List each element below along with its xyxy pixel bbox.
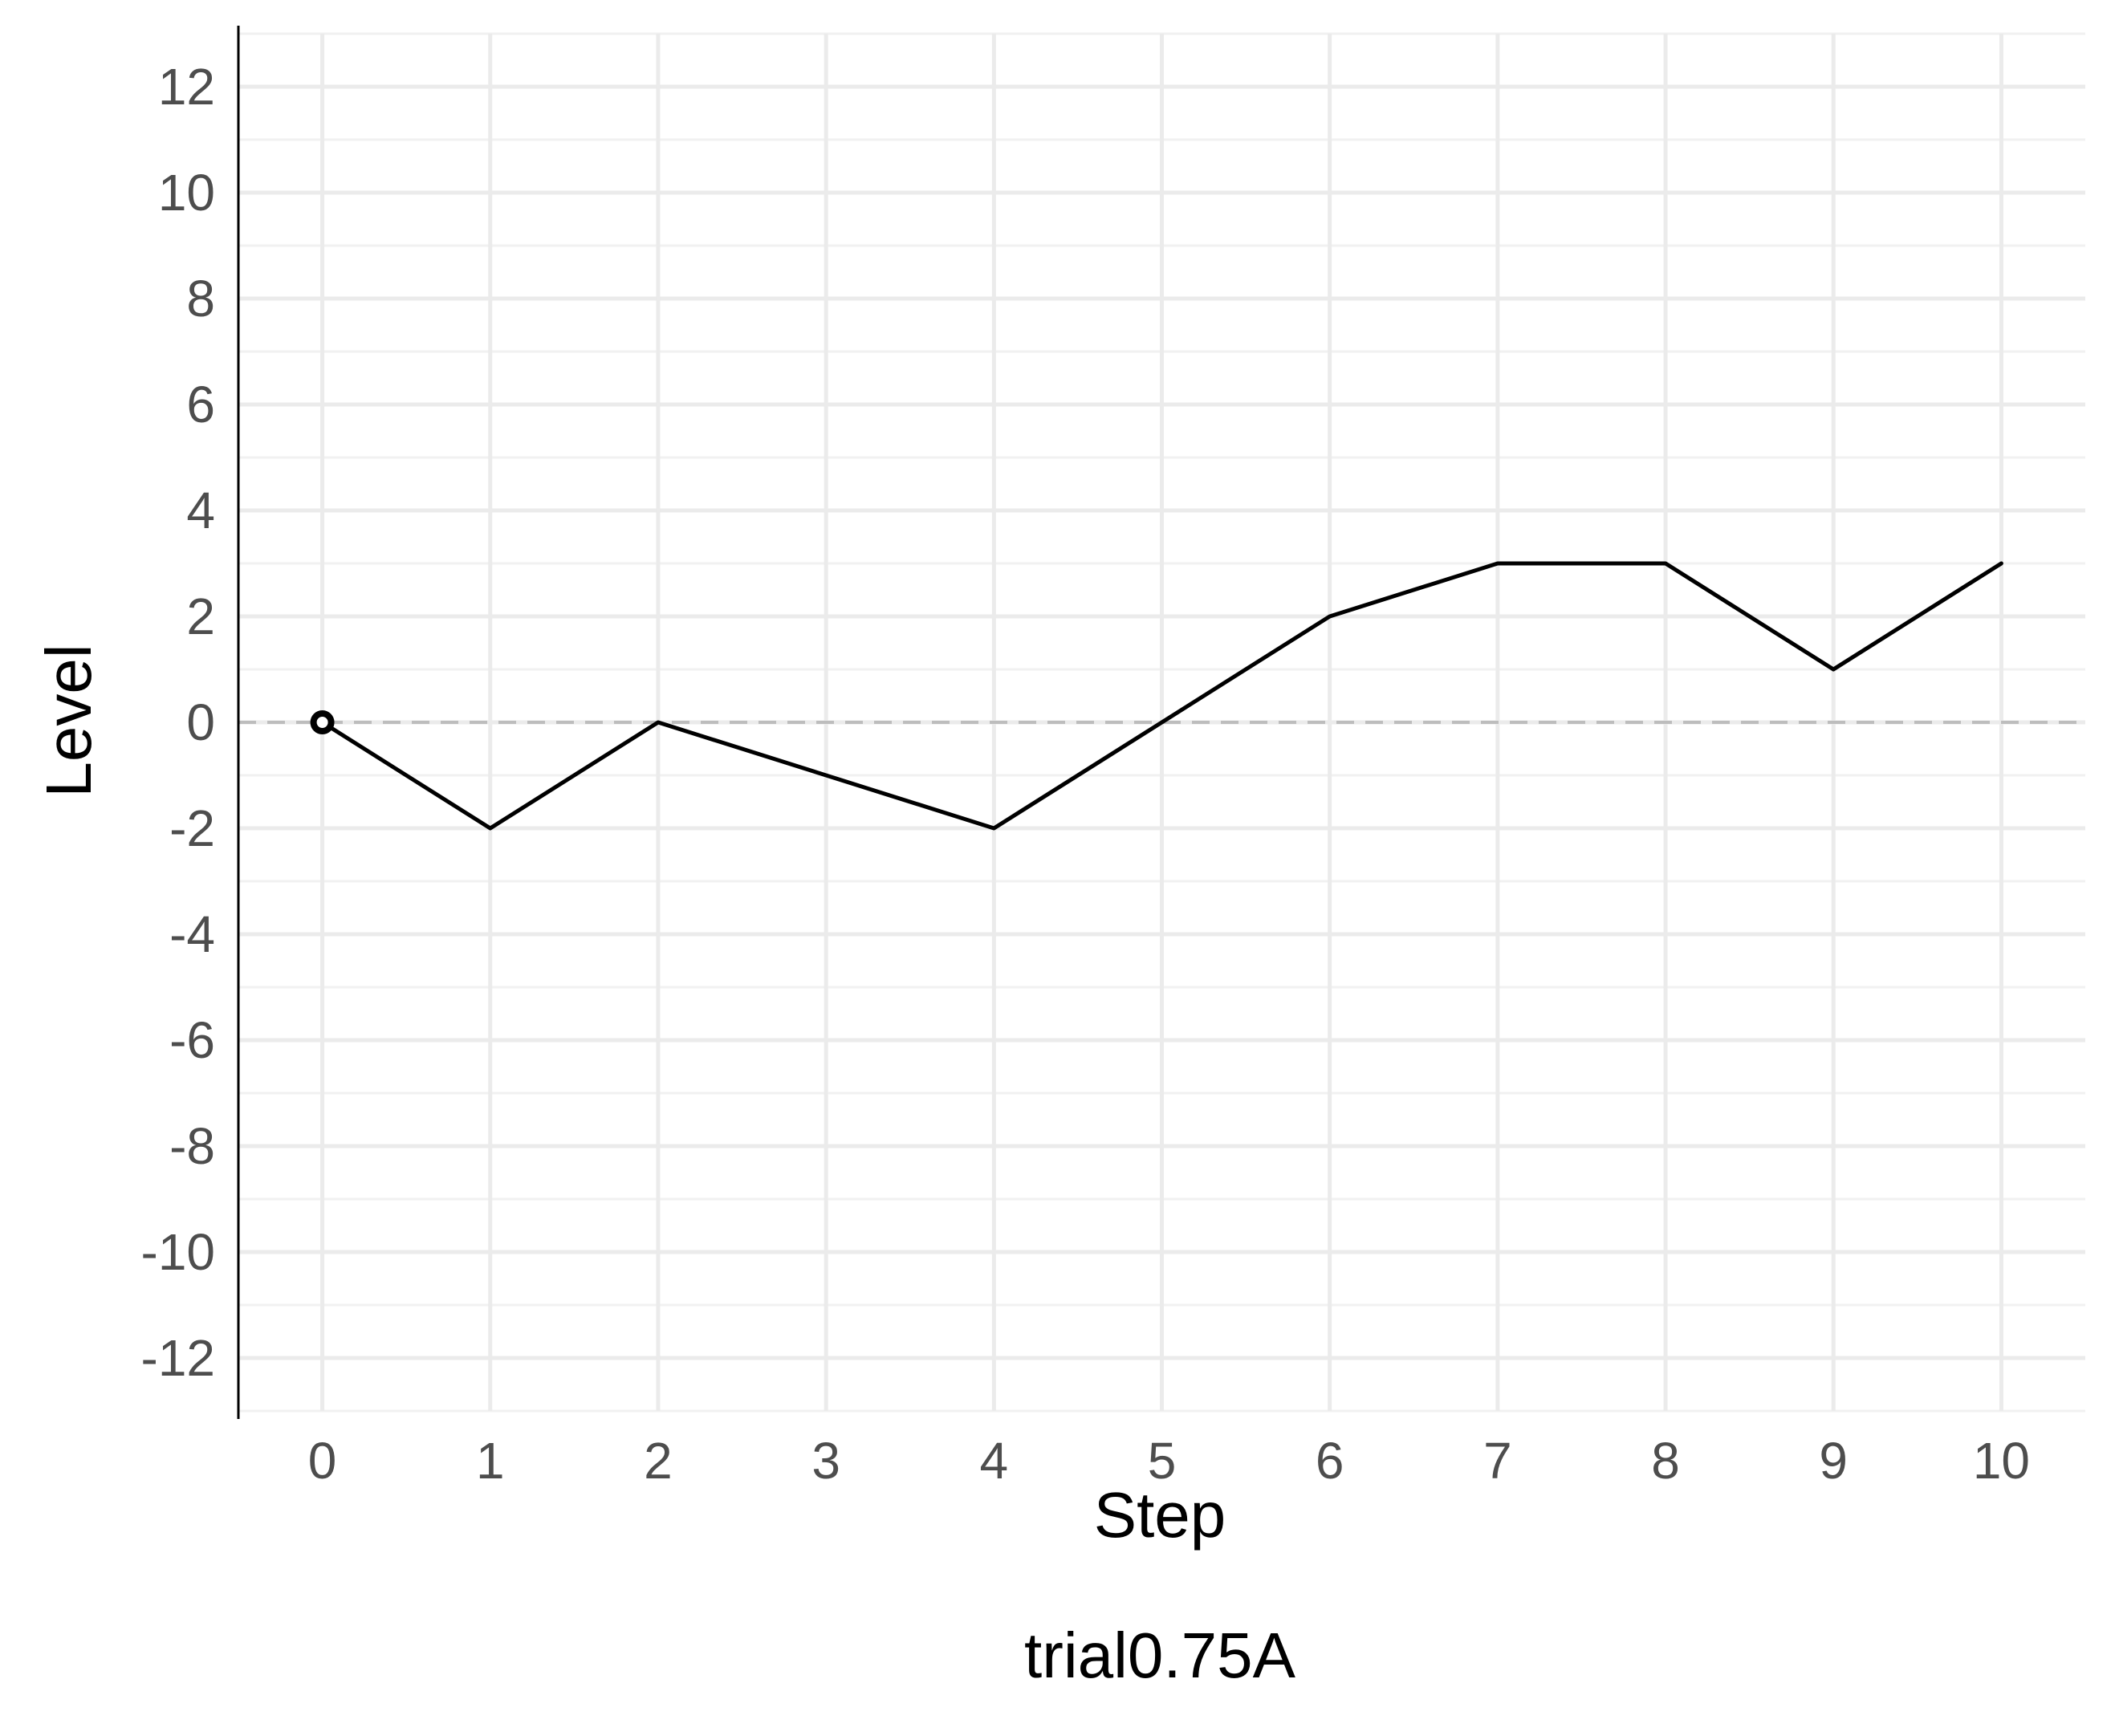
x-tick-label: 4 bbox=[980, 1432, 1009, 1490]
y-tick-label: -4 bbox=[169, 905, 215, 963]
y-tick-label: -10 bbox=[141, 1223, 216, 1281]
y-tick-label: 6 bbox=[186, 376, 215, 433]
x-tick-label: 8 bbox=[1651, 1432, 1680, 1490]
y-axis-title: Level bbox=[33, 644, 104, 797]
y-tick-label: -8 bbox=[169, 1117, 215, 1175]
y-tick-label: -12 bbox=[141, 1329, 216, 1387]
start-marker bbox=[310, 710, 335, 734]
x-tick-label: 0 bbox=[308, 1432, 337, 1490]
series-line bbox=[320, 561, 2003, 831]
y-tick-label: 12 bbox=[158, 58, 215, 116]
y-tick-labels: 12 10 8 6 4 2 0 -2 -4 -6 -8 -10 -12 bbox=[141, 58, 216, 1387]
x-tick-label: 3 bbox=[811, 1432, 840, 1490]
y-tick-label: 0 bbox=[186, 693, 215, 751]
y-tick-label: 8 bbox=[186, 270, 215, 327]
x-tick-label: 9 bbox=[1819, 1432, 1848, 1490]
series-layer bbox=[310, 561, 2003, 831]
x-axis-title: Step bbox=[1094, 1479, 1226, 1551]
x-tick-labels: 0 1 2 3 4 5 6 7 8 9 10 bbox=[308, 1432, 2030, 1490]
x-tick-label: 6 bbox=[1316, 1432, 1344, 1490]
x-tick-label: 2 bbox=[644, 1432, 673, 1490]
y-tick-label: 4 bbox=[186, 482, 215, 539]
chart-caption: trial0.75A bbox=[1024, 1620, 1296, 1691]
y-tick-label: -2 bbox=[169, 799, 215, 857]
y-tick-label: 10 bbox=[158, 164, 215, 222]
y-tick-label: -6 bbox=[169, 1011, 215, 1069]
y-tick-label: 2 bbox=[186, 587, 215, 645]
x-tick-label: 5 bbox=[1148, 1432, 1177, 1490]
x-tick-label: 10 bbox=[1973, 1432, 2030, 1490]
x-tick-label: 1 bbox=[476, 1432, 505, 1490]
x-tick-label: 7 bbox=[1483, 1432, 1512, 1490]
